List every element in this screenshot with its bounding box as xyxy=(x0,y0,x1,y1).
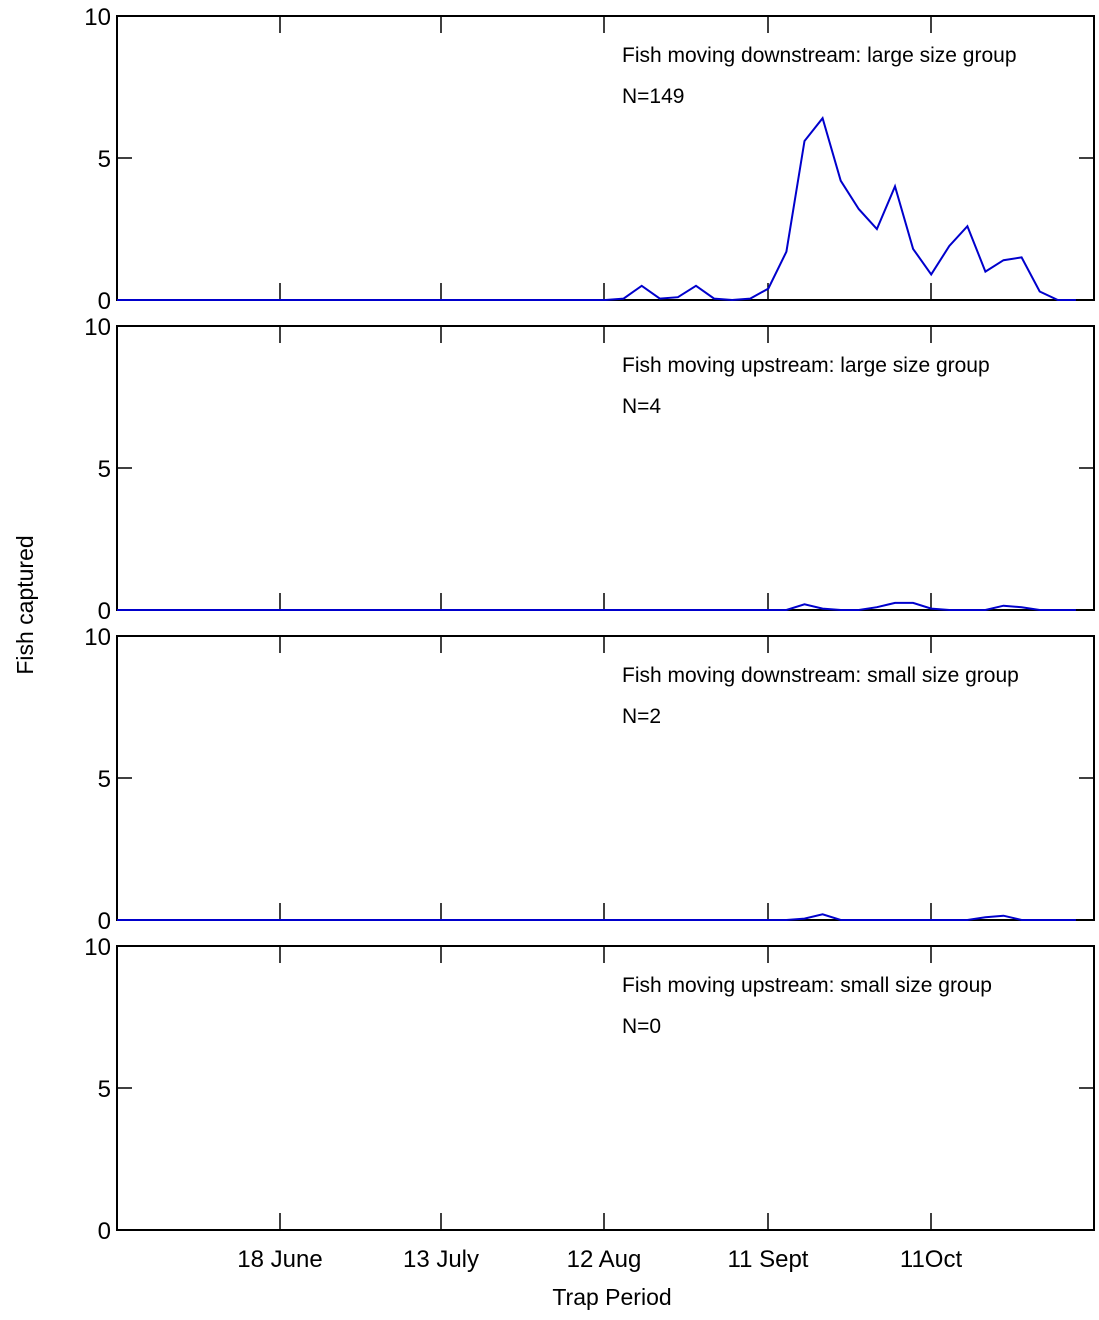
series-line xyxy=(117,601,1076,611)
panel-label: Fish moving downstream: small size group xyxy=(622,664,1019,687)
x-tick-label: 11 Sept xyxy=(728,1246,809,1273)
y-tick-label: 0 xyxy=(98,1218,111,1245)
panel-2: 0 5 10 Fish moving upstream: large size gro… xyxy=(84,314,1095,625)
panel-n-label: N=4 xyxy=(622,395,661,418)
y-tick-label: 0 xyxy=(98,598,111,625)
y-tick-label: 10 xyxy=(84,624,111,651)
panel-label: Fish moving downstream: large size group xyxy=(622,44,1017,67)
panel-3: 0 5 10 Fish moving downstream: small size g… xyxy=(84,624,1095,935)
y-tick-label: 5 xyxy=(98,456,111,483)
y-axis-title: Fish captured xyxy=(12,535,38,674)
y-tick-label: 5 xyxy=(98,146,111,173)
panel-4: 0 5 10 Fish moving upstream: small size gro… xyxy=(84,934,1095,1245)
panel-label: Fish moving upstream: large size group xyxy=(622,354,990,377)
x-axis-title: Trap Period xyxy=(552,1284,671,1310)
panel-n-label: N=0 xyxy=(622,1015,661,1038)
y-tick-label: 5 xyxy=(98,1076,111,1103)
y-tick-label: 10 xyxy=(84,934,111,961)
x-tick-label: 11Oct xyxy=(900,1246,963,1273)
panel-n-label: N=2 xyxy=(622,705,661,728)
x-tick-labels: 18 June 13 July 12 Aug 11 Sept 11Oct xyxy=(237,1246,962,1273)
series-line xyxy=(117,913,1076,921)
y-tick-label: 10 xyxy=(84,314,111,341)
panel-1: 0 5 10 Fish moving downstream: large size g… xyxy=(84,4,1095,315)
panels-group: 0 5 10 Fish moving downstream: large size g… xyxy=(84,4,1095,1245)
x-tick-label: 18 June xyxy=(237,1246,322,1273)
series-line xyxy=(117,116,1076,302)
y-tick-label: 5 xyxy=(98,766,111,793)
panel-label: Fish moving upstream: small size group xyxy=(622,974,992,997)
y-tick-label: 0 xyxy=(98,908,111,935)
x-tick-label: 12 Aug xyxy=(567,1246,642,1273)
panel-n-label: N=149 xyxy=(622,85,684,108)
y-tick-label: 10 xyxy=(84,4,111,31)
x-tick-label: 13 July xyxy=(403,1246,479,1273)
y-tick-label: 0 xyxy=(98,288,111,315)
